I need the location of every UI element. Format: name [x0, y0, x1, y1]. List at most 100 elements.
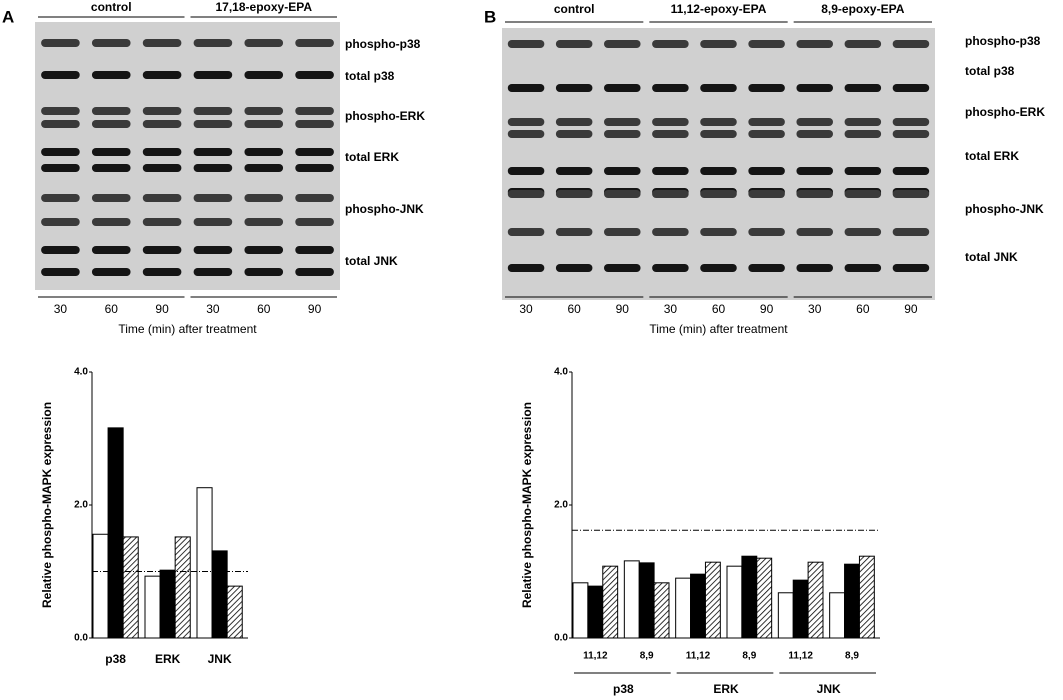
blot-band [892, 118, 930, 126]
blot-band [244, 194, 284, 202]
bar [807, 561, 824, 639]
time-label: 30 [808, 302, 822, 316]
bar [144, 575, 161, 639]
blot-band [844, 264, 882, 272]
x-axis-label: Time (min) after treatment [649, 322, 788, 336]
blot-band [91, 268, 131, 276]
blot-band [507, 118, 545, 126]
bar [653, 582, 670, 639]
bar [122, 536, 139, 639]
blot-band [142, 246, 182, 254]
blot-band [295, 71, 334, 79]
blot-band [555, 84, 593, 92]
blot-band [142, 194, 182, 202]
bar [572, 582, 589, 639]
y-tick-label: 4.0 [554, 367, 568, 378]
blot-band [652, 130, 689, 138]
blot-band [295, 164, 334, 172]
y-tick-label: 0.0 [554, 633, 568, 644]
row-label: phospho-p38 [345, 37, 421, 51]
row-label: phospho-JNK [345, 202, 424, 216]
blot-band [603, 84, 641, 92]
bar [792, 579, 809, 639]
blot-band [41, 194, 80, 202]
time-label: 30 [54, 302, 68, 316]
x-tick-label: 8,9 [845, 651, 859, 662]
blot-band [193, 268, 233, 276]
blot-band [142, 107, 182, 115]
blot-band [91, 39, 131, 47]
blot-band [652, 264, 689, 272]
blot-band [295, 148, 334, 156]
blot-band [41, 164, 80, 172]
x-tick-label: 8,9 [640, 651, 654, 662]
blot-band [652, 190, 689, 198]
time-label: 60 [856, 302, 870, 316]
blot-band [796, 130, 834, 138]
bar [726, 565, 743, 639]
blot-band [700, 190, 737, 198]
bar [623, 560, 640, 639]
blot-band [796, 84, 834, 92]
blot-band [603, 167, 641, 175]
group-label: ERK [713, 682, 739, 696]
blot-band [295, 194, 334, 202]
blot-band [41, 39, 80, 47]
blot-band [796, 264, 834, 272]
blot-band [244, 71, 284, 79]
time-label: 30 [206, 302, 220, 316]
blot-band [700, 130, 737, 138]
time-label: 60 [257, 302, 271, 316]
blot-band [603, 228, 641, 236]
blot-band [41, 120, 80, 128]
blot-band [295, 246, 334, 254]
time-label: 90 [616, 302, 630, 316]
blot-band [41, 268, 80, 276]
blot-band [507, 84, 545, 92]
row-label: phospho-JNK [965, 202, 1044, 216]
blot-band [603, 118, 641, 126]
blot-band [652, 228, 689, 236]
blot-band [193, 71, 233, 79]
blot-band [295, 218, 334, 226]
blot-band [748, 228, 785, 236]
blot-band [892, 167, 930, 175]
group-header: control [91, 0, 132, 14]
bar [690, 573, 706, 639]
blot-band [193, 39, 233, 47]
time-label: 90 [904, 302, 918, 316]
time-label: 90 [308, 302, 322, 316]
blot-band [844, 190, 882, 198]
blot-band [295, 39, 334, 47]
bar [587, 585, 604, 639]
blot-band [796, 228, 834, 236]
bar [704, 561, 721, 639]
blot-band [295, 120, 334, 128]
blot-band [555, 190, 593, 198]
time-label: 60 [712, 302, 726, 316]
blot-band [748, 40, 785, 48]
blot-band [41, 218, 80, 226]
blot-band [41, 148, 80, 156]
blot-band [507, 264, 545, 272]
blot-band [91, 218, 131, 226]
bar [107, 427, 124, 639]
blot-band [844, 118, 882, 126]
blot-band [193, 194, 233, 202]
blot-band [142, 164, 182, 172]
blot-band [193, 246, 233, 254]
blot-band [748, 190, 785, 198]
group-label: JNK [817, 682, 841, 696]
blot-band [91, 164, 131, 172]
panel-label: A [2, 7, 14, 26]
x-tick-label: JNK [208, 652, 232, 666]
group-header: 17,18-epoxy-EPA [216, 0, 313, 14]
blot-band [652, 118, 689, 126]
blot-band [748, 264, 785, 272]
blot-band [41, 71, 80, 79]
blot-band [652, 167, 689, 175]
blot-band [844, 84, 882, 92]
blot-band [652, 84, 689, 92]
x-axis-label: Time (min) after treatment [118, 322, 257, 336]
blot-band [700, 228, 737, 236]
